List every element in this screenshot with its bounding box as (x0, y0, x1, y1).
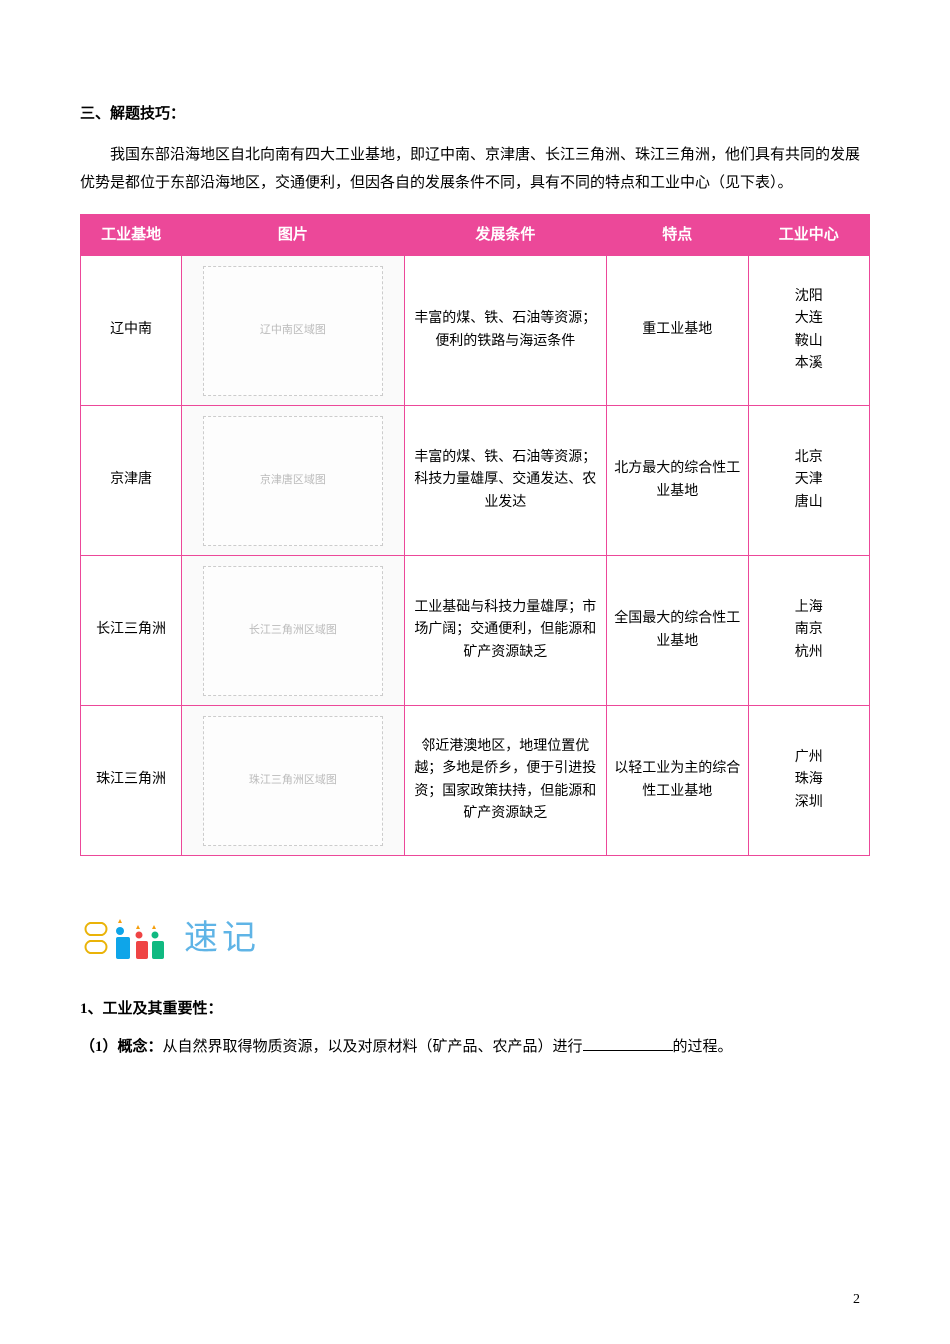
industrial-bases-table: 工业基地 图片 发展条件 特点 工业中心 辽中南 辽中南区域图 丰富的煤、铁、石… (80, 214, 870, 857)
sub-item-text-after: 的过程。 (673, 1039, 733, 1055)
table-row: 京津唐 京津唐区域图 丰富的煤、铁、石油等资源；科技力量雄厚、交通发达、农业发达… (81, 406, 870, 556)
map-placeholder-icon: 京津唐区域图 (203, 416, 383, 546)
th-feature: 特点 (606, 214, 748, 256)
table-header-row: 工业基地 图片 发展条件 特点 工业中心 (81, 214, 870, 256)
cell-centers: 北京 天津 唐山 (748, 406, 869, 556)
map-placeholder-icon: 珠江三角洲区域图 (203, 716, 383, 846)
table-row: 辽中南 辽中南区域图 丰富的煤、铁、石油等资源；便利的铁路与海运条件 重工业基地… (81, 256, 870, 406)
th-base: 工业基地 (81, 214, 182, 256)
map-placeholder-icon: 长江三角洲区域图 (203, 566, 383, 696)
cell-centers: 沈阳 大连 鞍山 本溪 (748, 256, 869, 406)
cell-image: 京津唐区域图 (182, 406, 405, 556)
cell-image: 长江三角洲区域图 (182, 556, 405, 706)
table-row: 长江三角洲 长江三角洲区域图 工业基础与科技力量雄厚；市场广阔；交通便利，但能源… (81, 556, 870, 706)
cell-base: 京津唐 (81, 406, 182, 556)
cell-centers: 上海 南京 杭州 (748, 556, 869, 706)
cell-feature: 以轻工业为主的综合性工业基地 (606, 706, 748, 856)
item-punc: 、 (88, 1001, 103, 1017)
sub-item-text-before: 从自然界取得物质资源，以及对原材料（矿产品、农产品）进行 (163, 1039, 583, 1055)
item-heading: 1、工业及其重要性： (80, 995, 870, 1024)
sub-item-line: （1）概念：从自然界取得物质资源，以及对原材料（矿产品、农产品）进行 的过程。 (80, 1033, 870, 1062)
cell-base: 珠江三角洲 (81, 706, 182, 856)
cell-centers: 广州 珠海 深圳 (748, 706, 869, 856)
fill-blank (583, 1036, 673, 1051)
cell-base: 长江三角洲 (81, 556, 182, 706)
quick-notes-label: 速记 (184, 906, 260, 971)
cell-feature: 重工业基地 (606, 256, 748, 406)
quick-notes-icon (80, 913, 170, 963)
intro-paragraph: 我国东部沿海地区自北向南有四大工业基地，即辽中南、京津唐、长江三角洲、珠江三角洲… (80, 141, 870, 198)
cell-conditions: 丰富的煤、铁、石油等资源；科技力量雄厚、交通发达、农业发达 (404, 406, 606, 556)
item-number: 1 (80, 1001, 88, 1017)
sub-item-label: 概念： (118, 1039, 163, 1055)
quick-notes-heading: 速记 (80, 906, 870, 971)
th-image: 图片 (182, 214, 405, 256)
table-row: 珠江三角洲 珠江三角洲区域图 邻近港澳地区，地理位置优越；多地是侨乡，便于引进投… (81, 706, 870, 856)
cell-image: 辽中南区域图 (182, 256, 405, 406)
sub-item-number: （1） (80, 1039, 118, 1055)
cell-conditions: 邻近港澳地区，地理位置优越；多地是侨乡，便于引进投资；国家政策扶持，但能源和矿产… (404, 706, 606, 856)
cell-feature: 北方最大的综合性工业基地 (606, 406, 748, 556)
th-centers: 工业中心 (748, 214, 869, 256)
map-placeholder-icon: 辽中南区域图 (203, 266, 383, 396)
cell-conditions: 工业基础与科技力量雄厚；市场广阔；交通便利，但能源和矿产资源缺乏 (404, 556, 606, 706)
th-conditions: 发展条件 (404, 214, 606, 256)
cell-base: 辽中南 (81, 256, 182, 406)
cell-conditions: 丰富的煤、铁、石油等资源；便利的铁路与海运条件 (404, 256, 606, 406)
cell-feature: 全国最大的综合性工业基地 (606, 556, 748, 706)
item-title: 工业及其重要性： (103, 1001, 223, 1017)
section-heading: 三、解题技巧： (80, 100, 870, 129)
cell-image: 珠江三角洲区域图 (182, 706, 405, 856)
page-number: 2 (853, 1287, 860, 1314)
